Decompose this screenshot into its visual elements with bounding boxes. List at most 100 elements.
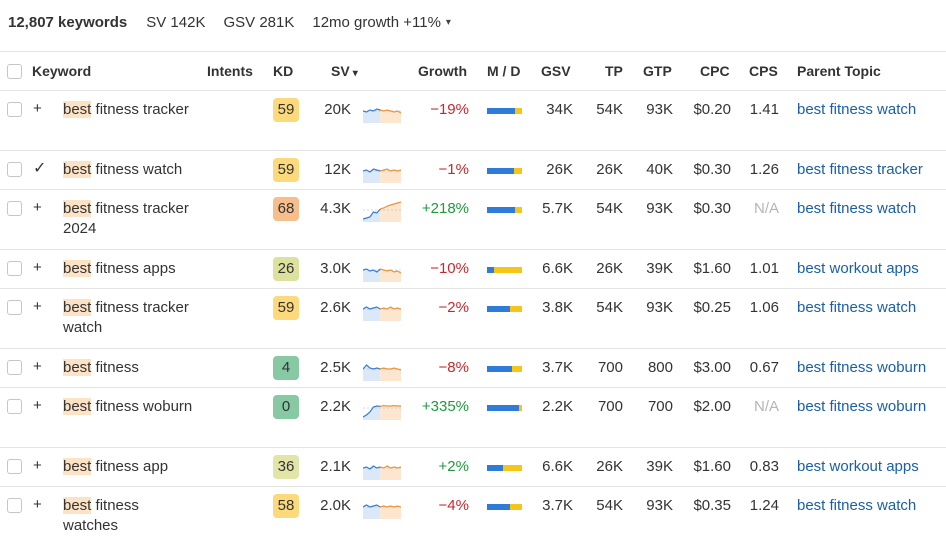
select-all-checkbox[interactable]	[7, 64, 22, 79]
keyword-link[interactable]: best fitness tracker	[63, 100, 198, 120]
gtp-value: 93K	[646, 200, 673, 217]
desktop-share	[518, 405, 522, 411]
trend-sparkline[interactable]	[362, 295, 402, 321]
header-sv[interactable]: SV ▾	[331, 63, 358, 79]
parent-topic-link[interactable]: best fitness woburn	[797, 359, 927, 376]
trend-sparkline[interactable]	[362, 157, 402, 183]
add-to-list-icon[interactable]: +	[33, 496, 42, 513]
gsv-value: 26K	[546, 161, 573, 178]
cps-value: 1.01	[749, 260, 779, 277]
cps-value: 0.67	[749, 359, 779, 376]
parent-topic-link[interactable]: best workout apps	[797, 260, 919, 277]
tp-value: 700	[597, 398, 623, 415]
add-to-list-icon[interactable]: +	[33, 199, 42, 216]
trend-sparkline[interactable]	[362, 454, 402, 480]
growth-period-dropdown[interactable]: 12mo growth +11% ▾	[312, 14, 451, 31]
table-header: Keyword Intents KD SV ▾ Growth M / D GSV …	[0, 52, 946, 91]
header-cpc[interactable]: CPC	[700, 63, 730, 79]
keyword-link[interactable]: best fitness tracker 2024	[63, 199, 198, 239]
parent-topic-link[interactable]: best fitness woburn	[797, 398, 927, 415]
add-to-list-icon[interactable]: +	[33, 358, 42, 375]
keyword-link[interactable]: best fitness woburn	[63, 397, 198, 417]
mobile-desktop-bar	[487, 465, 522, 471]
keyword-link[interactable]: best fitness app	[63, 457, 198, 477]
row-checkbox[interactable]	[7, 459, 22, 474]
keyword-link[interactable]: best fitness watch	[63, 160, 198, 180]
gtp-value: 39K	[646, 458, 673, 475]
growth-value: −10%	[430, 260, 469, 277]
kd-badge: 59	[273, 98, 299, 122]
gtp-value: 800	[647, 359, 673, 376]
cps-value: N/A	[753, 398, 779, 415]
row-checkbox[interactable]	[7, 162, 22, 177]
add-to-list-icon[interactable]: +	[33, 298, 42, 315]
row-checkbox[interactable]	[7, 201, 22, 216]
row-checkbox[interactable]	[7, 261, 22, 276]
row-checkbox[interactable]	[7, 399, 22, 414]
keyword-highlight: best	[63, 299, 92, 316]
gsv-value: 5.7K	[542, 200, 573, 217]
add-to-list-icon[interactable]: +	[33, 397, 42, 414]
trend-sparkline[interactable]	[362, 256, 402, 282]
gtp-value: 93K	[646, 299, 673, 316]
summary-bar: 12,807 keywords SV 142K GSV 281K 12mo gr…	[8, 12, 451, 32]
add-to-list-icon[interactable]: +	[33, 259, 42, 276]
sv-value: 2.2K	[320, 398, 351, 415]
header-md[interactable]: M / D	[487, 63, 521, 79]
mobile-desktop-bar	[487, 108, 522, 114]
trend-sparkline[interactable]	[362, 493, 402, 519]
mobile-desktop-bar	[487, 504, 522, 510]
gtp-value: 40K	[646, 161, 673, 178]
cps-value: 1.41	[749, 101, 779, 118]
parent-topic-link[interactable]: best fitness watch	[797, 497, 917, 514]
keyword-highlight: best	[63, 497, 92, 514]
cpc-value: $0.30	[693, 200, 731, 217]
trend-sparkline[interactable]	[362, 196, 402, 222]
sort-desc-icon: ▾	[352, 68, 358, 79]
kd-badge: 59	[273, 158, 299, 182]
tp-value: 26K	[596, 458, 623, 475]
header-tp[interactable]: TP	[605, 63, 623, 79]
trend-sparkline[interactable]	[362, 394, 401, 420]
cpc-value: $3.00	[693, 359, 731, 376]
row-checkbox[interactable]	[7, 360, 22, 375]
keyword-link[interactable]: best fitness apps	[63, 259, 198, 279]
add-to-list-icon[interactable]: +	[33, 457, 42, 474]
kd-badge: 58	[273, 494, 299, 518]
parent-topic-link[interactable]: best fitness watch	[797, 299, 917, 316]
header-kd[interactable]: KD	[273, 63, 294, 79]
keyword-highlight: best	[63, 101, 92, 118]
trend-sparkline[interactable]	[362, 355, 402, 381]
parent-topic-link[interactable]: best fitness watch	[797, 101, 917, 118]
gsv-value: 34K	[546, 101, 573, 118]
sv-value: 12K	[324, 161, 351, 178]
cpc-value: $0.20	[693, 101, 731, 118]
parent-topic-link[interactable]: best fitness tracker	[797, 161, 923, 178]
header-keyword[interactable]: Keyword	[32, 63, 92, 79]
added-check-icon[interactable]: ✓	[33, 160, 47, 177]
table-row: + best fitness watches 58 2.0K −4% 3.7K 54K 93K…	[0, 487, 946, 542]
keyword-link[interactable]: best fitness watches	[63, 496, 198, 536]
header-gtp[interactable]: GTP	[643, 63, 672, 79]
header-intents[interactable]: Intents	[207, 63, 253, 79]
table-row: ✓ best fitness watch 59 12K −1% 26K 26K 40K $0.3…	[0, 151, 946, 190]
add-to-list-icon[interactable]: +	[33, 100, 42, 117]
header-sv-label: SV	[331, 63, 350, 79]
gtp-value: 93K	[646, 497, 673, 514]
cps-value: N/A	[753, 200, 779, 217]
parent-topic-link[interactable]: best fitness watch	[797, 200, 917, 217]
row-checkbox[interactable]	[7, 300, 22, 315]
parent-topic-link[interactable]: best workout apps	[797, 458, 919, 475]
keyword-link[interactable]: best fitness tracker watch	[63, 298, 198, 338]
header-parent-topic[interactable]: Parent Topic	[797, 63, 881, 79]
keyword-link[interactable]: best fitness	[63, 358, 198, 378]
header-gsv[interactable]: GSV	[541, 63, 571, 79]
desktop-share	[515, 108, 522, 114]
row-checkbox[interactable]	[7, 498, 22, 513]
header-growth[interactable]: Growth	[418, 63, 467, 79]
growth-value: −2%	[438, 299, 469, 316]
tp-value: 54K	[596, 200, 623, 217]
row-checkbox[interactable]	[7, 102, 22, 117]
trend-sparkline[interactable]	[362, 97, 402, 123]
header-cps[interactable]: CPS	[749, 63, 778, 79]
